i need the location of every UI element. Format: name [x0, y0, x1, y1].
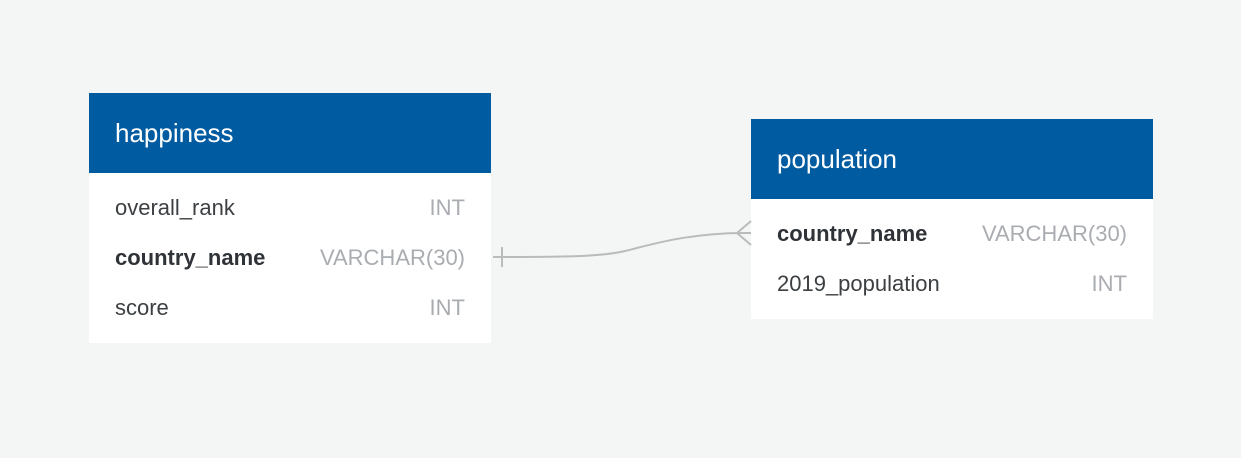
connector-line[interactable] [492, 231, 752, 258]
table-columns: overall_rank INT country_name VARCHAR(30… [89, 173, 491, 343]
column-row-overall-rank[interactable]: overall_rank INT [89, 183, 491, 233]
column-name: score [115, 295, 169, 320]
column-type: VARCHAR(30) [981, 221, 1127, 246]
table-title: happiness [89, 93, 491, 173]
column-type: VARCHAR(30) [319, 245, 465, 270]
table-columns: country_name VARCHAR(30) 2019_population… [751, 199, 1153, 319]
column-name: 2019_population [777, 271, 940, 296]
column-type: INT [1091, 271, 1127, 296]
column-row-country-name[interactable]: country_name VARCHAR(30) [751, 209, 1153, 259]
table-population[interactable]: population country_name VARCHAR(30) 2019… [751, 119, 1153, 319]
column-row-score[interactable]: score INT [89, 283, 491, 333]
column-name: overall_rank [115, 195, 235, 220]
column-row-2019-population[interactable]: 2019_population INT [751, 259, 1153, 309]
column-name-key: country_name [777, 221, 928, 246]
relationship-connector[interactable] [492, 220, 752, 267]
column-type: INT [429, 195, 465, 220]
table-title: population [751, 119, 1153, 199]
column-row-country-name[interactable]: country_name VARCHAR(30) [89, 233, 491, 283]
column-name-key: country_name [115, 245, 266, 270]
column-type: INT [429, 295, 465, 320]
many-cardinality-mark-upper [736, 220, 752, 234]
table-happiness[interactable]: happiness overall_rank INT country_name … [89, 93, 491, 343]
many-cardinality-mark-lower [736, 232, 752, 246]
